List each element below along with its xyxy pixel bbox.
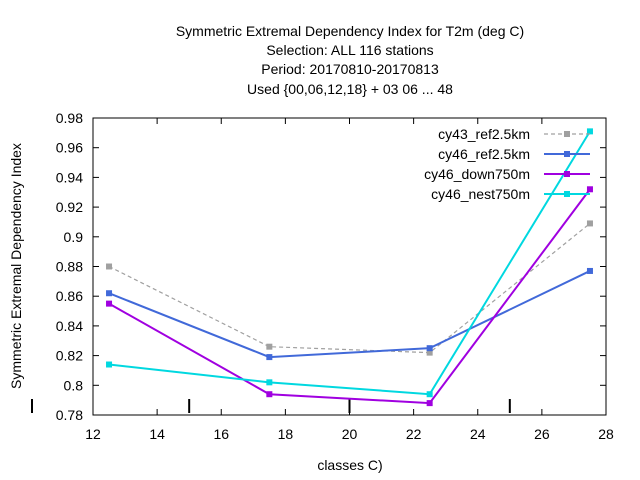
data-point — [266, 379, 273, 386]
series-cy43_ref2.5km — [106, 220, 593, 356]
data-point — [426, 349, 433, 356]
data-point — [106, 300, 113, 307]
data-point — [106, 361, 113, 368]
series-line — [108, 222, 591, 354]
series-line — [108, 270, 591, 359]
legend-marker — [564, 171, 570, 177]
series-line — [108, 130, 591, 396]
x-tick-label: 20 — [342, 426, 358, 442]
title-line-1: Symmetric Extremal Dependency Index for … — [176, 23, 524, 39]
data-point — [586, 128, 593, 135]
series-cy46_down750m — [106, 186, 593, 407]
x-tick-label: 18 — [278, 426, 294, 442]
y-tick-label: 0.86 — [56, 288, 83, 304]
data-point — [106, 290, 113, 297]
y-axis-label: Symmetric Extremal Dependency Index — [8, 143, 24, 389]
title-line-3: Period: 20170810-20170813 — [261, 61, 439, 77]
series-cy46_ref2.5km — [106, 267, 593, 361]
legend: cy43_ref2.5km cy46_ref2.5km cy46_down750mc… — [424, 126, 590, 202]
legend-label: cy46_nest750m — [431, 186, 530, 202]
x-tick-label: 24 — [470, 426, 486, 442]
y-tick-label: 0.96 — [56, 140, 83, 156]
title-line-4: Used {00,06,12,18} + 03 06 ... 48 — [247, 81, 453, 97]
data-point — [586, 220, 593, 227]
title-line-2: Selection: ALL 116 stations — [266, 42, 433, 58]
legend-label: cy46_down750m — [424, 166, 530, 182]
x-tick-label: 22 — [406, 426, 422, 442]
legend-marker — [564, 151, 570, 157]
series-cy46_nest750m — [106, 128, 593, 398]
y-tick-label: 0.98 — [56, 110, 83, 126]
data-point — [426, 400, 433, 407]
x-axis-label: classes C) — [317, 457, 382, 473]
legend-marker — [564, 191, 570, 197]
data-point — [266, 391, 273, 398]
data-point — [266, 343, 273, 350]
y-tick-label: 0.88 — [56, 259, 83, 275]
legend-label: cy46_ref2.5km — [438, 146, 530, 162]
x-tick-label: 26 — [534, 426, 550, 442]
y-tick-label: 0.9 — [64, 229, 84, 245]
y-tick-label: 0.92 — [56, 199, 83, 215]
data-point — [586, 267, 593, 274]
x-tick-label: 12 — [85, 426, 101, 442]
series-line — [108, 188, 591, 405]
legend-marker — [564, 131, 570, 137]
x-tick-label: 28 — [598, 426, 614, 442]
data-point — [426, 391, 433, 398]
y-tick-label: 0.84 — [56, 318, 83, 334]
plot-frame — [92, 117, 607, 416]
legend-label: cy43_ref2.5km — [438, 126, 530, 142]
y-tick-label: 0.78 — [56, 407, 83, 423]
x-tick-label: 14 — [149, 426, 165, 442]
data-point — [106, 263, 113, 270]
data-point — [426, 345, 433, 352]
chart-title: Symmetric Extremal Dependency Index for … — [176, 23, 524, 97]
y-tick-label: 0.94 — [56, 169, 83, 185]
data-point — [266, 354, 273, 361]
y-tick-label: 0.8 — [64, 377, 84, 393]
data-point — [586, 186, 593, 193]
y-tick-label: 0.82 — [56, 348, 83, 364]
x-tick-label: 16 — [213, 426, 229, 442]
